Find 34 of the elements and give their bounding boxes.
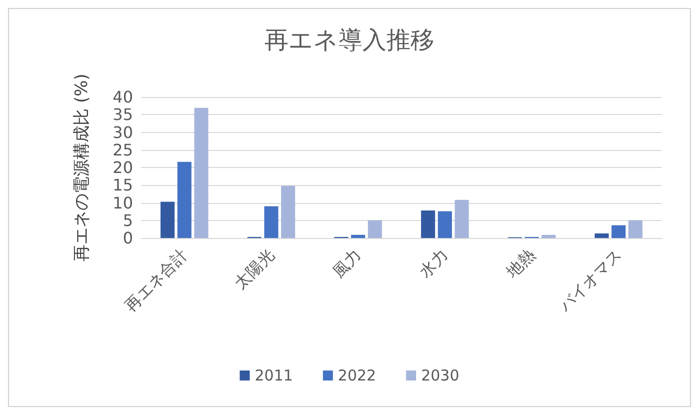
x-tick-label: 水力	[416, 245, 452, 282]
bar	[194, 108, 208, 238]
x-tick-label: 風力	[328, 245, 365, 282]
bar	[264, 206, 278, 238]
y-tick-label: 15	[112, 176, 133, 195]
bar	[160, 202, 175, 238]
bar	[594, 233, 609, 238]
x-tick-label: 再エネ合計	[121, 245, 192, 316]
x-tick-label: 太陽光	[230, 245, 278, 293]
y-tick-label: 0	[122, 228, 133, 248]
bar	[368, 220, 382, 238]
y-axis-title: 再エネの電源構成比 (%)	[72, 74, 92, 262]
bar	[454, 200, 469, 238]
legend-label: 2030	[421, 366, 460, 384]
legend-label: 2022	[338, 366, 376, 384]
y-tick-label: 25	[112, 140, 133, 160]
y-tick-label: 10	[112, 193, 133, 212]
bar	[628, 220, 642, 238]
y-tick-label: 20	[112, 158, 133, 177]
x-tick-label: 地熱	[502, 245, 538, 282]
y-tick-label: 5	[122, 210, 133, 230]
bar	[542, 234, 556, 238]
legend-label: 2011	[254, 366, 293, 384]
bar	[612, 225, 626, 238]
y-tick-label: 40	[112, 88, 133, 106]
bar	[438, 211, 452, 238]
x-tick-label: バイオマス	[554, 245, 626, 316]
bar	[421, 210, 436, 238]
bar	[281, 186, 296, 238]
bar	[177, 162, 192, 238]
y-tick-label: 30	[112, 122, 133, 142]
chart-title: 再エネ導入推移	[264, 26, 434, 54]
y-tick-label: 35	[112, 105, 133, 124]
bar	[351, 234, 366, 238]
